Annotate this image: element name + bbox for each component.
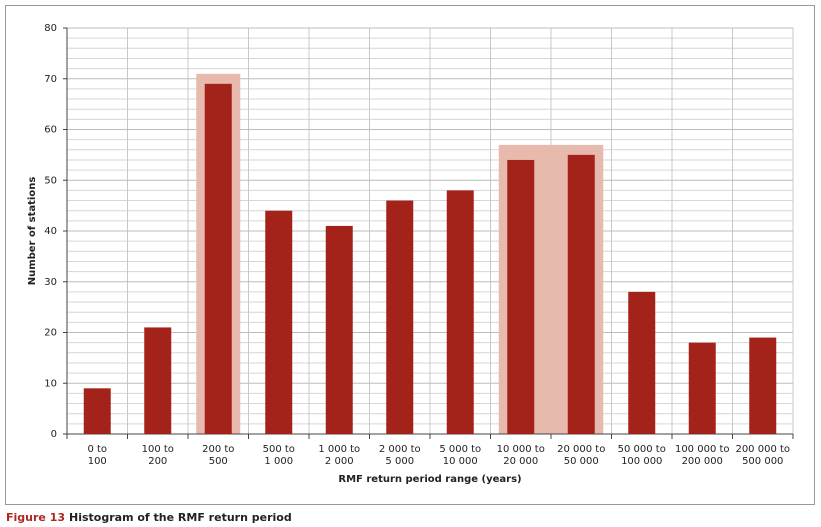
x-tick-label: 100 000 to 200 000 — [675, 444, 730, 467]
chart-frame — [5, 5, 815, 505]
x-tick-label: 1 000 to 2 000 — [318, 444, 360, 467]
x-tick-label: 500 to 1 000 — [263, 444, 295, 467]
y-tick-label: 60 — [44, 125, 57, 136]
x-tick-label: 10 000 to 20 000 — [497, 444, 545, 467]
bar — [265, 210, 293, 434]
y-axis-title: Number of stations — [27, 177, 38, 286]
x-tick-label-line: 5 000 to — [439, 444, 481, 455]
x-tick-label: 20 000 to 50 000 — [557, 444, 605, 467]
x-tick-label: 0 to 100 — [87, 444, 107, 467]
x-tick-label: 2 000 to 5 000 — [379, 444, 421, 467]
x-tick-label-line: 5 000 — [385, 456, 414, 467]
x-tick-label-line: 100 000 to — [675, 444, 730, 455]
y-tick-label: 40 — [44, 226, 57, 237]
y-tick-label: 70 — [44, 74, 57, 85]
x-tick-label-line: 2 000 — [325, 456, 354, 467]
x-tick-label-line: 2 000 to — [379, 444, 421, 455]
bar — [628, 291, 656, 434]
x-tick-label-line: 10 000 to — [497, 444, 545, 455]
x-tick-label-line: 200 000 to — [735, 444, 790, 455]
x-tick-label-line: 100 — [88, 456, 107, 467]
x-tick-label-line: 20 000 — [503, 456, 538, 467]
bar — [386, 200, 414, 434]
x-tick-label-line: 100 to — [142, 444, 174, 455]
x-tick-label-line: 200 000 — [682, 456, 723, 467]
x-tick-label-line: 1 000 to — [318, 444, 360, 455]
bar — [204, 83, 232, 434]
bar — [446, 190, 474, 434]
caption-text: Histogram of the RMF return period — [69, 511, 292, 524]
x-tick-label-line: 10 000 — [443, 456, 478, 467]
bar — [688, 342, 716, 434]
bar — [144, 327, 172, 434]
x-tick-label-line: 500 to — [263, 444, 295, 455]
caption: Figure 13 Histogram of the RMF return per… — [6, 511, 292, 524]
y-tick-label: 30 — [44, 277, 57, 288]
bar — [507, 159, 535, 434]
x-axis-title: RMF return period range (years) — [338, 474, 521, 485]
x-tick-label: 50 000 to 100 000 — [618, 444, 666, 467]
y-tick-label: 0 — [51, 429, 57, 440]
bar — [325, 225, 353, 434]
x-tick-label: 100 to 200 — [142, 444, 174, 467]
y-tick-label: 80 — [44, 23, 57, 34]
x-tick-label-line: 0 to — [87, 444, 107, 455]
bar — [567, 154, 595, 434]
x-tick-label-line: 1 000 — [264, 456, 293, 467]
x-tick-label: 200 to 500 — [202, 444, 234, 467]
x-tick-label-line: 20 000 to — [557, 444, 605, 455]
caption-label: Figure 13 — [6, 511, 65, 524]
x-tick-label-line: 50 000 to — [618, 444, 666, 455]
x-tick-label-line: 200 — [148, 456, 167, 467]
bar — [749, 337, 777, 434]
bar — [83, 388, 111, 434]
x-tick-label-line: 100 000 — [621, 456, 662, 467]
x-tick-label-line: 500 — [209, 456, 228, 467]
y-tick-label: 10 — [44, 378, 57, 389]
x-tick-label-line: 200 to — [202, 444, 234, 455]
y-tick-label: 50 — [44, 175, 57, 186]
x-tick-label-line: 500 000 — [742, 456, 783, 467]
x-tick-label: 200 000 to 500 000 — [735, 444, 790, 467]
x-tick-label: 5 000 to 10 000 — [439, 444, 481, 467]
y-tick-label: 20 — [44, 328, 57, 339]
x-tick-label-line: 50 000 — [564, 456, 599, 467]
